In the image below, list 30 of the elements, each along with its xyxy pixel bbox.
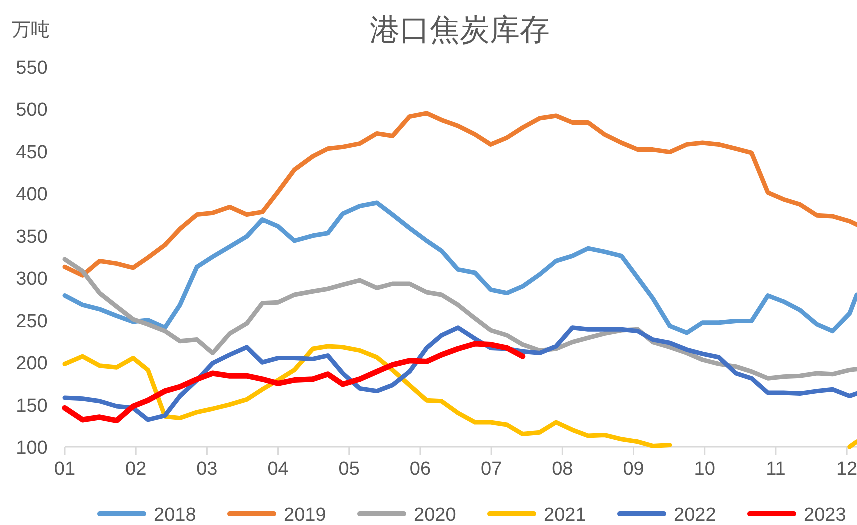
y-tick-label: 350 xyxy=(16,226,48,248)
y-tick-label: 550 xyxy=(16,58,48,79)
y-tick-label: 250 xyxy=(16,311,48,332)
y-tick-label: 100 xyxy=(16,438,48,459)
legend-label: 2022 xyxy=(674,505,716,525)
y-tick-label: 150 xyxy=(16,396,48,417)
x-tick-label: 05 xyxy=(338,459,360,480)
legend-label: 2023 xyxy=(804,505,846,525)
y-tick-label: 400 xyxy=(16,184,48,206)
x-tick-label: 11 xyxy=(766,459,786,480)
x-tick-label: 07 xyxy=(481,459,502,480)
x-tick-label: 02 xyxy=(126,459,147,480)
y-tick-label: 200 xyxy=(16,354,48,375)
x-tick-label: 09 xyxy=(623,459,644,480)
y-tick-label: 450 xyxy=(16,142,48,164)
x-tick-label: 03 xyxy=(196,459,218,480)
x-tick-label: 08 xyxy=(552,459,574,480)
x-tick-label: 06 xyxy=(410,459,432,480)
legend-label: 2019 xyxy=(284,505,326,525)
y-tick-label: 300 xyxy=(16,269,48,290)
x-tick-label: 10 xyxy=(694,459,716,480)
legend-label: 2020 xyxy=(414,505,456,525)
chart-title: 港口焦炭库存 xyxy=(370,13,550,48)
y-axis-title: 万吨 xyxy=(12,20,50,41)
y-tick-label: 500 xyxy=(16,100,48,122)
x-tick-label: 12 xyxy=(836,459,857,480)
x-tick-label: 04 xyxy=(268,459,290,480)
legend-label: 2021 xyxy=(544,505,586,525)
legend-label: 2018 xyxy=(154,505,196,525)
x-tick-label: 01 xyxy=(54,459,76,480)
